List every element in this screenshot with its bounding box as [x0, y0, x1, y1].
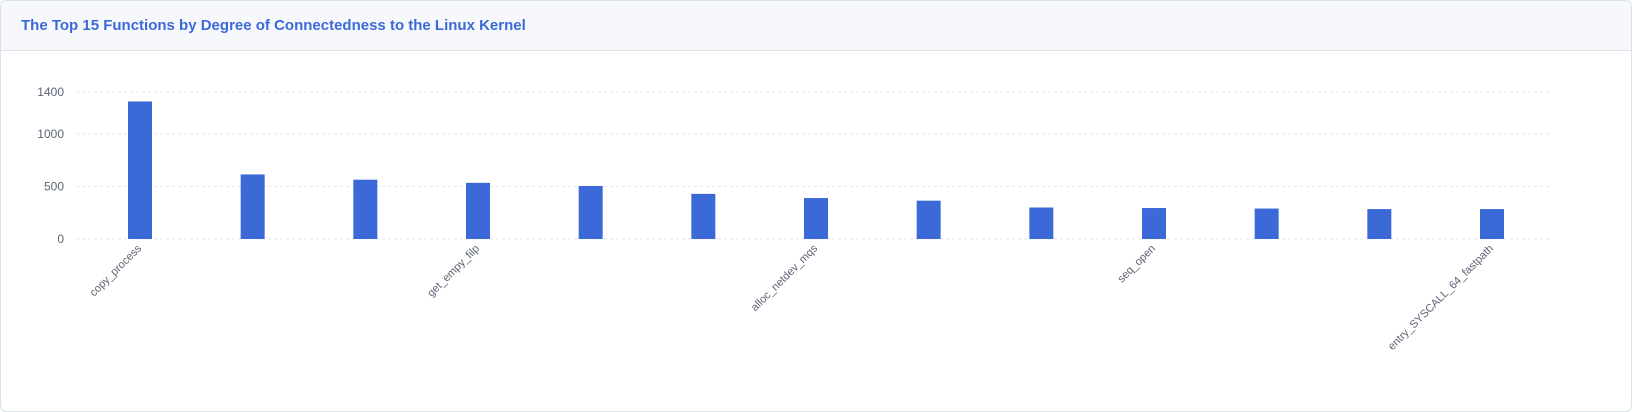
card-header: The Top 15 Functions by Degree of Connec…	[1, 1, 1631, 51]
bar[interactable]	[1142, 208, 1166, 239]
chart-title: The Top 15 Functions by Degree of Connec…	[21, 17, 526, 34]
bar[interactable]	[1254, 208, 1279, 239]
x-tick-label: copy_process	[88, 242, 145, 299]
bar[interactable]	[691, 193, 716, 239]
bar[interactable]	[1480, 209, 1504, 239]
bar[interactable]	[916, 200, 941, 239]
bar[interactable]	[240, 174, 265, 239]
bar[interactable]	[353, 179, 378, 239]
y-tick-label: 500	[44, 180, 64, 194]
x-tick-label: entry_SYSCALL_64_fastpath	[1386, 243, 1496, 353]
y-tick-label: 1400	[37, 85, 64, 99]
y-tick-label: 0	[57, 232, 64, 246]
bar[interactable]	[1367, 209, 1392, 239]
bar[interactable]	[128, 101, 152, 239]
bar[interactable]	[1029, 207, 1054, 240]
x-tick-label: get_empy_filp	[425, 243, 482, 300]
bar[interactable]	[466, 182, 490, 239]
bar[interactable]	[578, 185, 603, 239]
y-tick-label: 1000	[37, 127, 64, 141]
bar[interactable]	[804, 198, 828, 239]
x-tick-label: seq_open	[1115, 243, 1158, 286]
bar-chart: 0 500 1000 1400 copy_process get_empy_filp all…	[37, 85, 1549, 353]
x-tick-label: alloc_netdev_mqs	[749, 242, 821, 314]
